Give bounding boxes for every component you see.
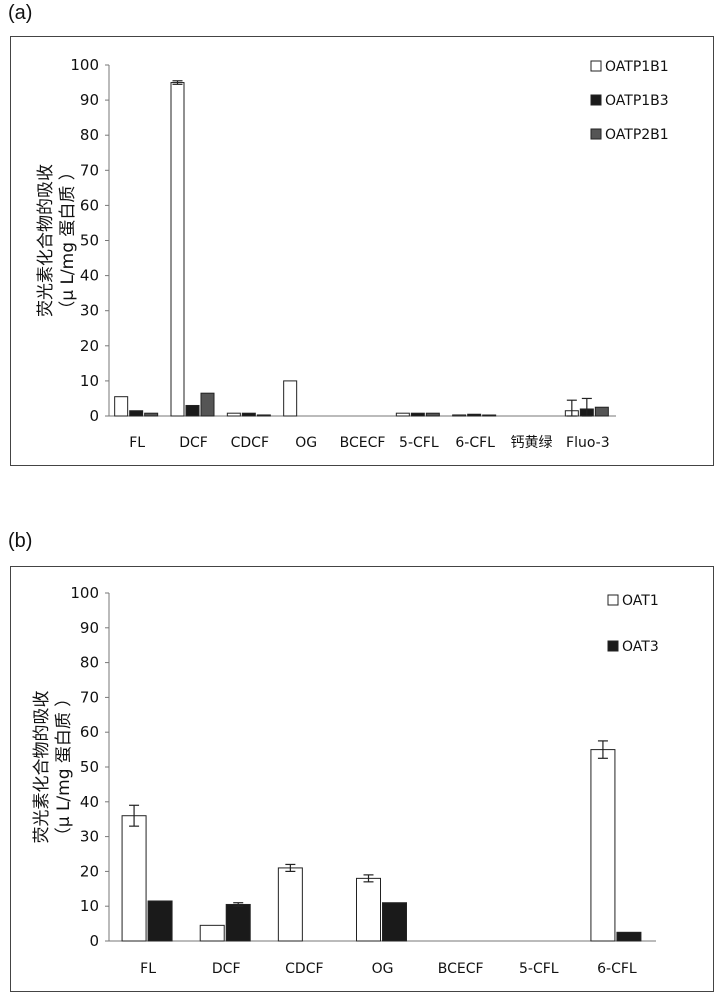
bar: [242, 413, 255, 416]
y-axis-label-units: （μ L/mg 蛋白质 ）: [58, 163, 78, 318]
bar: [227, 413, 240, 416]
bar: [617, 932, 641, 941]
bar: [284, 381, 297, 416]
legend-label: OATP1B1: [605, 59, 669, 75]
y-tick-label: 80: [80, 126, 99, 144]
bar: [383, 903, 407, 941]
y-tick-label: 50: [80, 758, 99, 776]
bar: [130, 411, 143, 416]
y-tick-label: 90: [80, 91, 99, 109]
chart-frame-a: 0 10 20 30 40 50 60 70 80 90 100 荧光素化合物的吸收（μ L/mg 蛋…: [10, 36, 714, 466]
category-label: FL: [129, 435, 145, 451]
y-tick-label: 100: [70, 56, 99, 74]
bar: [148, 901, 172, 941]
y-tick-label: 40: [80, 267, 99, 285]
y-tick-label: 0: [89, 407, 99, 425]
category-label: OG: [295, 435, 317, 451]
panel-label-b: (b): [8, 530, 32, 553]
legend-swatch: [591, 129, 601, 139]
chart-a-svg: 0 10 20 30 40 50 60 70 80 90 100 荧光素化合物的吸收（μ L/mg 蛋…: [11, 37, 713, 465]
category-label: CDCF: [231, 435, 269, 451]
bar: [426, 413, 439, 416]
category-label: DCF: [179, 435, 208, 451]
y-tick-label: 70: [80, 688, 99, 706]
bar: [411, 413, 424, 416]
bar: [171, 83, 184, 416]
category-label: Fluo-3: [566, 435, 610, 451]
chart-frame-b: 0 10 20 30 40 50 60 70 80 90 100 荧光素化合物的吸收（μ L/mg 蛋…: [10, 566, 714, 992]
legend-label: OATP2B1: [605, 127, 669, 143]
bar: [201, 393, 214, 416]
legend-swatch: [608, 641, 618, 651]
y-tick-label: 20: [80, 337, 99, 355]
category-label: 6-CFL: [597, 961, 637, 977]
y-tick-label: 80: [80, 654, 99, 672]
category-label: 5-CFL: [399, 435, 439, 451]
y-tick-label: 30: [80, 828, 99, 846]
bar: [453, 415, 466, 416]
y-tick-label: 30: [80, 302, 99, 320]
y-tick-label: 20: [80, 862, 99, 880]
bar: [115, 397, 128, 416]
y-tick-label: 10: [80, 897, 99, 915]
category-label: BCECF: [340, 435, 386, 451]
y-tick-label: 60: [80, 196, 99, 214]
y-tick-label: 70: [80, 161, 99, 179]
bar: [278, 868, 302, 941]
y-tick-label: 50: [80, 232, 99, 250]
panel-label-a: (a): [8, 2, 32, 25]
bar: [200, 925, 224, 941]
bar: [357, 878, 381, 941]
bar: [591, 750, 615, 941]
y-tick-label: 60: [80, 723, 99, 741]
legend-label: OATP1B3: [605, 93, 669, 109]
category-label: FL: [140, 961, 156, 977]
category-label: 6-CFL: [455, 435, 495, 451]
bar: [145, 413, 158, 416]
y-tick-label: 100: [70, 584, 99, 602]
y-axis-label: 荧光素化合物的吸收: [36, 164, 56, 317]
category-label: OG: [372, 961, 394, 977]
legend-swatch: [608, 595, 618, 605]
bar: [483, 415, 496, 416]
y-axis-label-units: （μ L/mg 蛋白质 ）: [54, 690, 74, 845]
y-tick-label: 40: [80, 793, 99, 811]
y-tick-label: 10: [80, 372, 99, 390]
y-axis-label: 荧光素化合物的吸收: [32, 691, 52, 844]
bar: [468, 414, 481, 416]
category-label: 5-CFL: [519, 961, 559, 977]
legend-swatch: [591, 61, 601, 71]
legend-label: OAT3: [622, 639, 659, 655]
bar: [595, 407, 608, 416]
bar: [257, 415, 270, 416]
bar: [226, 904, 250, 941]
bar: [396, 413, 409, 416]
bar: [186, 405, 199, 416]
category-label: CDCF: [285, 961, 323, 977]
chart-b-svg: 0 10 20 30 40 50 60 70 80 90 100 荧光素化合物的吸收（μ L/mg 蛋…: [11, 567, 713, 991]
bar: [122, 816, 146, 941]
category-label: 钙黄绿: [511, 434, 553, 451]
y-tick-label: 90: [80, 619, 99, 637]
category-label: DCF: [212, 961, 241, 977]
category-label: BCECF: [438, 961, 484, 977]
legend-swatch: [591, 95, 601, 105]
legend-label: OAT1: [622, 593, 659, 609]
y-tick-label: 0: [89, 932, 99, 950]
